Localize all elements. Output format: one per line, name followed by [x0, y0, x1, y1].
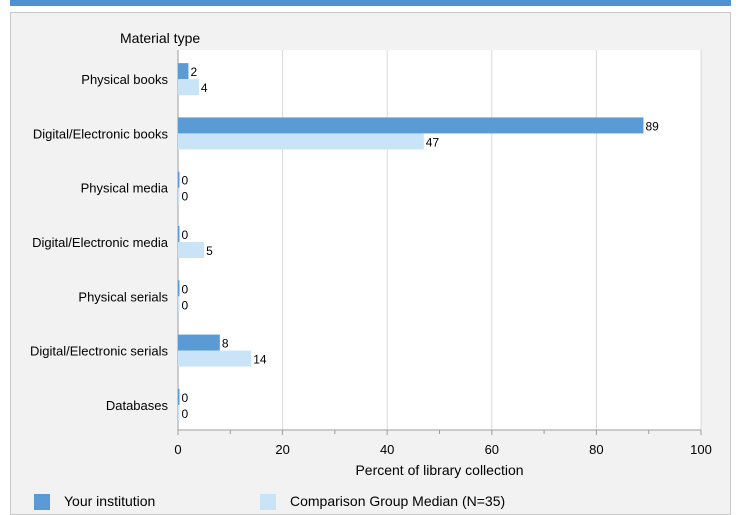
category-label-1: Digital/Electronic books — [33, 126, 169, 141]
header-accent-bar — [10, 0, 731, 6]
tick-label-x-0: 0 — [174, 442, 181, 457]
legend-swatch-comparison-group — [260, 494, 276, 510]
bar-3-series-1 — [178, 242, 205, 258]
bar-2-series-0 — [178, 171, 180, 188]
plot-area — [178, 50, 701, 430]
tick-label-x-80: 80 — [589, 442, 603, 457]
data-label-4-series-0: 0 — [182, 282, 189, 296]
category-label-5: Digital/Electronic serials — [30, 344, 168, 359]
category-label-3: Digital/Electronic media — [32, 235, 169, 250]
category-axis-title: Material type — [120, 30, 200, 46]
bar-5-series-0 — [178, 334, 220, 351]
legend: Your institution Comparison Group Median… — [10, 486, 731, 514]
bar-4-series-0 — [178, 280, 180, 297]
bar-6-series-0 — [178, 388, 180, 405]
bar-0-series-0 — [178, 63, 189, 80]
bar-1-series-1 — [178, 133, 424, 150]
bar-6-series-1 — [178, 404, 180, 421]
data-label-6-series-1: 0 — [182, 407, 189, 421]
bar-2-series-1 — [178, 187, 180, 204]
data-label-3-series-0: 0 — [182, 228, 189, 242]
bar-3-series-0 — [178, 226, 180, 242]
data-label-2-series-0: 0 — [182, 174, 189, 188]
tick-label-x-60: 60 — [485, 442, 499, 457]
data-label-1-series-1: 47 — [426, 135, 440, 149]
x-axis-title: Percent of library collection — [355, 462, 523, 478]
bar-4-series-1 — [178, 296, 180, 313]
data-label-6-series-0: 0 — [182, 391, 189, 405]
legend-swatch-your-institution — [34, 494, 50, 510]
data-label-5-series-1: 14 — [253, 353, 267, 367]
data-label-0-series-0: 2 — [190, 65, 197, 79]
bar-1-series-0 — [178, 117, 644, 134]
tick-label-x-100: 100 — [690, 442, 712, 457]
category-label-4: Physical serials — [78, 289, 168, 304]
data-label-5-series-0: 8 — [222, 337, 229, 351]
legend-label-comparison-group: Comparison Group Median (N=35) — [290, 493, 506, 509]
bar-5-series-1 — [178, 350, 252, 367]
data-label-4-series-1: 0 — [182, 298, 189, 312]
category-label-0: Physical books — [81, 72, 168, 87]
data-label-1-series-0: 89 — [645, 119, 659, 133]
data-label-0-series-1: 4 — [201, 81, 208, 95]
bar-0-series-1 — [178, 79, 199, 96]
category-label-6: Databases — [106, 398, 169, 413]
tick-label-x-20: 20 — [275, 442, 289, 457]
data-label-2-series-1: 0 — [182, 190, 189, 204]
legend-label-your-institution: Your institution — [64, 493, 156, 509]
data-label-3-series-1: 5 — [206, 244, 213, 258]
category-label-2: Physical media — [81, 181, 169, 196]
tick-label-x-40: 40 — [380, 442, 394, 457]
